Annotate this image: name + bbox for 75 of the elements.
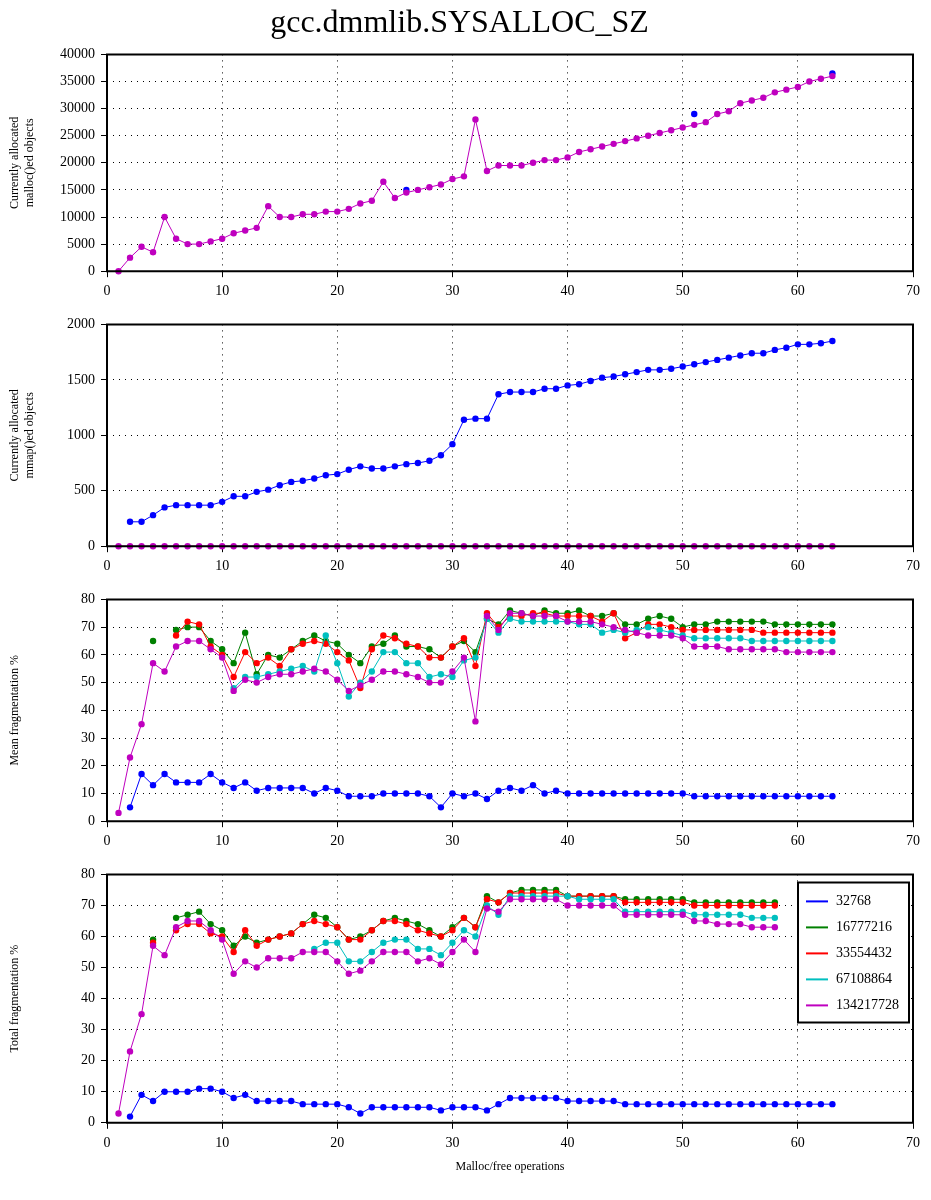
y-tick-label: 60 [81, 928, 95, 944]
x-tick-label: 60 [790, 558, 805, 574]
y-tick-label: 40 [81, 990, 95, 1006]
x-tick-label: 20 [330, 1134, 345, 1150]
y-tick-label: 50 [81, 674, 95, 690]
x-tick-label: 70 [906, 1134, 920, 1150]
x-tick-label: 50 [675, 833, 690, 849]
y-tick-label: 30 [81, 1021, 95, 1037]
x-tick-label: 10 [215, 1134, 230, 1150]
x-tick-label: 70 [906, 558, 920, 574]
y-tick-label: 30 [81, 729, 95, 745]
x-tick-label: 10 [215, 558, 230, 574]
y-axis-title: Total fragmentation % [7, 944, 22, 1053]
legend-label: 33554432 [836, 945, 892, 961]
y-tick-label: 20000 [60, 154, 95, 170]
y-tick-label: 40 [81, 701, 95, 717]
x-tick-label: 20 [330, 558, 345, 574]
chart-title: gcc.dmmlib.SYSALLOC_SZ [270, 2, 649, 39]
y-tick-label: 60 [81, 646, 95, 662]
y-tick-label: 0 [88, 812, 95, 828]
x-tick-label: 40 [560, 1134, 575, 1150]
y-tick-label: 10 [81, 785, 95, 801]
x-tick-label: 30 [445, 833, 460, 849]
y-tick-label: 10 [81, 1083, 95, 1099]
y-tick-label: 35000 [60, 73, 95, 89]
x-tick-label: 20 [330, 283, 345, 299]
x-tick-label: 0 [103, 833, 111, 849]
y-tick-label: 30000 [60, 100, 95, 116]
y-tick-label: 80 [81, 866, 95, 882]
x-tick-label: 60 [790, 1134, 805, 1150]
y-tick-label: 1500 [67, 371, 95, 387]
y-tick-label: 80 [81, 591, 95, 607]
y-axis-title: Mean fragmentation % [7, 654, 22, 766]
y-tick-label: 15000 [60, 181, 95, 197]
y-tick-label: 0 [88, 1114, 95, 1130]
x-tick-label: 30 [445, 1134, 460, 1150]
y-tick-label: 20 [81, 1052, 95, 1068]
y-tick-label: 500 [74, 482, 95, 498]
y-axis-title: Currently allocated mmap()ed objects [7, 389, 36, 482]
y-tick-label: 10000 [60, 208, 95, 224]
x-tick-label: 10 [215, 833, 230, 849]
x-tick-label: 50 [675, 558, 690, 574]
y-tick-label: 70 [81, 618, 95, 634]
x-tick-label: 0 [103, 1134, 111, 1150]
y-tick-label: 2000 [67, 316, 95, 332]
x-tick-label: 70 [906, 283, 920, 299]
x-tick-label: 70 [906, 833, 920, 849]
y-tick-label: 0 [88, 262, 95, 278]
x-axis-title: Malloc/free operations [455, 1158, 565, 1173]
x-tick-label: 0 [103, 558, 111, 574]
x-tick-label: 50 [675, 1134, 690, 1150]
x-tick-label: 60 [790, 283, 805, 299]
legend-label: 32768 [836, 893, 871, 909]
y-tick-label: 70 [81, 897, 95, 913]
x-tick-label: 40 [560, 558, 575, 574]
x-tick-label: 10 [215, 283, 230, 299]
legend-label: 67108864 [836, 971, 892, 987]
y-tick-label: 20 [81, 757, 95, 773]
x-tick-label: 20 [330, 833, 345, 849]
legend-label: 134217728 [836, 997, 899, 1013]
x-tick-label: 60 [790, 833, 805, 849]
y-tick-label: 50 [81, 959, 95, 975]
x-tick-label: 30 [445, 558, 460, 574]
legend-label: 16777216 [836, 919, 892, 935]
x-tick-label: 40 [560, 833, 575, 849]
y-axis-title: Currently allocated malloc()ed objects [7, 116, 36, 209]
x-tick-label: 40 [560, 283, 575, 299]
y-tick-label: 40000 [60, 46, 95, 62]
x-tick-label: 30 [445, 283, 460, 299]
y-tick-label: 0 [88, 537, 95, 553]
y-tick-label: 1000 [67, 426, 95, 442]
x-tick-label: 50 [675, 283, 690, 299]
y-tick-label: 25000 [60, 127, 95, 143]
x-tick-label: 0 [103, 283, 111, 299]
y-tick-label: 5000 [67, 235, 95, 251]
